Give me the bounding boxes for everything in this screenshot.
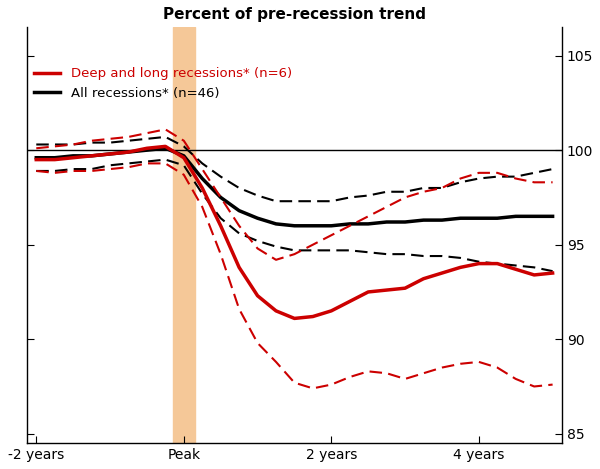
Legend: Deep and long recessions* (n=6), All recessions* (n=46): Deep and long recessions* (n=6), All rec…	[34, 67, 292, 100]
Bar	[173, 27, 195, 443]
Title: Percent of pre-recession trend: Percent of pre-recession trend	[163, 7, 426, 22]
